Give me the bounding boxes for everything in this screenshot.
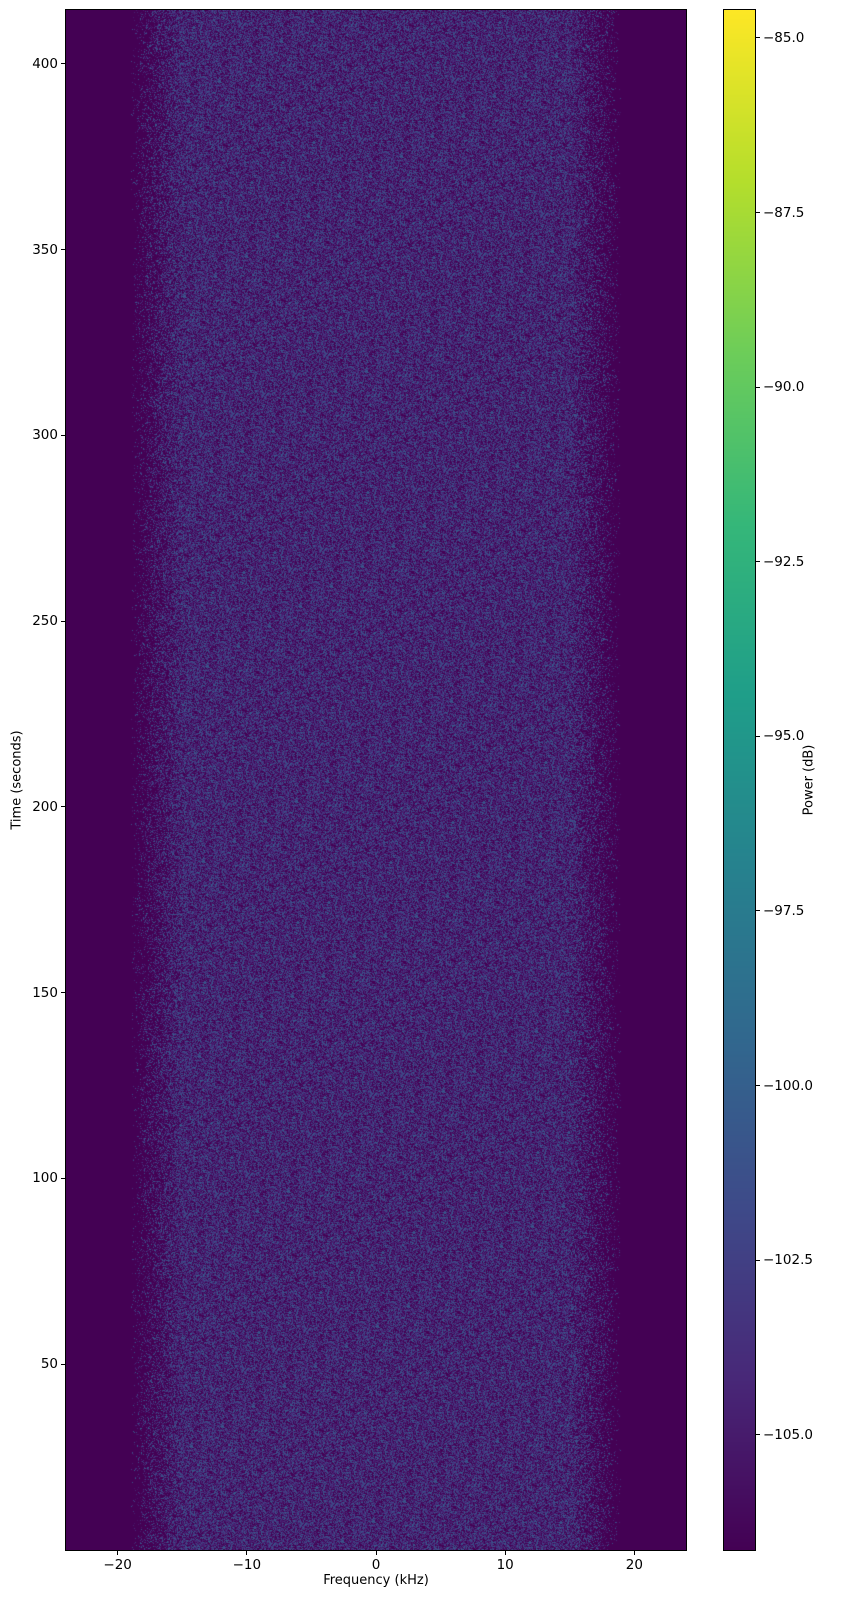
y-tick-mark bbox=[61, 63, 66, 65]
y-tick-label: 200 bbox=[32, 798, 58, 815]
colorbar-tick-mark bbox=[755, 910, 760, 912]
colorbar-tick-label: −95.0 bbox=[763, 728, 805, 745]
y-tick-label: 250 bbox=[32, 613, 58, 630]
y-tick-mark bbox=[61, 1363, 66, 1365]
spectrogram-image bbox=[66, 10, 686, 1550]
y-tick-label: 150 bbox=[32, 984, 58, 1001]
y-tick-mark bbox=[61, 1177, 66, 1179]
y-tick-label: 350 bbox=[32, 241, 58, 258]
colorbar-tick-mark bbox=[755, 561, 760, 563]
colorbar-tick-label: −90.0 bbox=[763, 379, 805, 396]
colorbar-tick-mark bbox=[755, 212, 760, 214]
colorbar-tick-mark bbox=[755, 386, 760, 388]
y-tick-label: 50 bbox=[40, 1356, 58, 1373]
colorbar-tick-label: −105.0 bbox=[763, 1426, 813, 1443]
x-tick-mark bbox=[504, 1550, 506, 1555]
spectrogram-plot-area bbox=[66, 10, 686, 1550]
colorbar-tick-mark bbox=[755, 1085, 760, 1087]
y-tick-mark bbox=[61, 434, 66, 436]
colorbar-tick-label: −100.0 bbox=[763, 1077, 813, 1094]
colorbar bbox=[724, 10, 755, 1550]
x-tick-label: 10 bbox=[496, 1557, 514, 1573]
y-tick-mark bbox=[61, 249, 66, 251]
x-tick-mark bbox=[117, 1550, 119, 1555]
y-tick-mark bbox=[61, 620, 66, 622]
y-axis-label: Time (seconds) bbox=[9, 730, 25, 830]
x-tick-mark bbox=[375, 1550, 377, 1555]
colorbar-tick-label: −97.5 bbox=[763, 902, 805, 919]
colorbar-tick-label: −87.5 bbox=[763, 204, 805, 221]
colorbar-tick-label: −85.0 bbox=[763, 29, 805, 46]
colorbar-tick-label: −102.5 bbox=[763, 1252, 813, 1269]
x-tick-label: −10 bbox=[232, 1557, 262, 1573]
colorbar-tick-mark bbox=[755, 37, 760, 39]
colorbar-tick-mark bbox=[755, 1259, 760, 1261]
x-tick-label: 20 bbox=[625, 1557, 643, 1573]
colorbar-tick-label: −92.5 bbox=[763, 553, 805, 570]
x-tick-label: −20 bbox=[103, 1557, 132, 1573]
y-tick-label: 100 bbox=[32, 1170, 58, 1187]
y-tick-label: 300 bbox=[32, 427, 58, 444]
y-tick-mark bbox=[61, 806, 66, 808]
colorbar-label: Power (dB) bbox=[801, 744, 817, 816]
y-tick-label: 400 bbox=[32, 55, 58, 72]
x-axis-label: Frequency (kHz) bbox=[323, 1573, 429, 1588]
colorbar-tick-mark bbox=[755, 1434, 760, 1436]
x-tick-mark bbox=[633, 1550, 635, 1555]
y-tick-mark bbox=[61, 992, 66, 994]
colorbar-tick-mark bbox=[755, 735, 760, 737]
x-tick-mark bbox=[246, 1550, 248, 1555]
x-tick-label: 0 bbox=[371, 1557, 381, 1573]
